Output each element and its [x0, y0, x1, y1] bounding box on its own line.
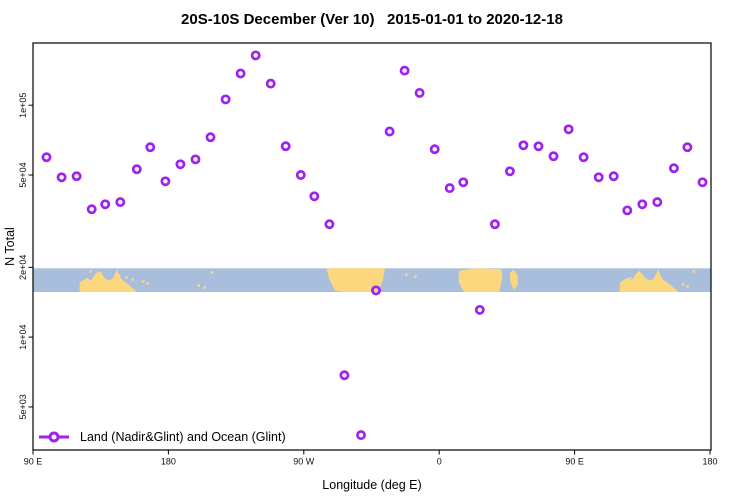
island-speckle	[197, 284, 200, 287]
island-speckle	[629, 277, 632, 280]
data-point	[563, 124, 574, 135]
data-point	[145, 142, 156, 153]
data-point	[235, 68, 246, 79]
land-ocean-band	[33, 268, 711, 292]
island-speckle	[639, 279, 643, 282]
data-point	[637, 199, 648, 210]
data-point	[280, 141, 291, 152]
land-south-america	[326, 268, 385, 292]
island-speckle	[146, 282, 149, 285]
legend: Land (Nadir&Glint) and Ocean (Glint)	[37, 428, 286, 446]
island-speckle	[681, 283, 685, 286]
data-point	[309, 191, 320, 202]
island-speckle	[692, 270, 695, 273]
data-point	[608, 171, 619, 182]
island-speckle	[203, 286, 206, 289]
island-speckle	[141, 280, 145, 283]
y-axis-title: N Total	[3, 227, 17, 266]
data-point	[518, 140, 529, 151]
x-tick-label: 90 E	[24, 457, 43, 467]
island-speckle	[89, 270, 92, 273]
island-speckle	[648, 281, 652, 284]
data-point	[356, 430, 366, 441]
x-tick-label: 90 E	[565, 457, 584, 467]
island-speckle	[125, 276, 128, 279]
data-point	[533, 141, 544, 152]
land-madagascar	[509, 269, 518, 291]
land-australia	[79, 269, 137, 292]
data-point	[115, 197, 126, 208]
data-point	[682, 142, 693, 153]
plot-border	[32, 42, 712, 451]
data-point	[41, 152, 52, 163]
data-point	[504, 166, 515, 177]
y-tick-label: 2e+04	[18, 255, 28, 280]
y-tick-label: 1e+04	[18, 324, 28, 349]
x-tick-label: 90 W	[293, 457, 315, 467]
data-point	[652, 197, 663, 208]
data-point	[324, 219, 335, 230]
data-point	[668, 163, 679, 174]
data-point	[339, 370, 350, 381]
data-point	[86, 204, 97, 215]
data-point	[429, 144, 440, 155]
legend-marker-icon	[39, 431, 69, 443]
data-point	[71, 171, 82, 182]
island-speckle	[131, 278, 134, 281]
data-point	[250, 50, 261, 61]
x-tick-label: 180	[702, 457, 717, 467]
x-axis-title: Longitude (deg E)	[322, 478, 422, 492]
island-speckle	[405, 273, 408, 276]
data-point	[265, 78, 276, 89]
legend-label: Land (Nadir&Glint) and Ocean (Glint)	[80, 430, 286, 444]
x-tick-label: 0	[437, 457, 442, 467]
x-axis: 90 E 180 90 W 0 90 E 180	[24, 450, 718, 467]
y-axis: 1e+05 5e+04 2e+04 1e+04 5e+03	[18, 93, 33, 420]
data-point	[131, 164, 142, 175]
data-point	[622, 205, 633, 216]
data-point	[458, 177, 469, 188]
data-point	[444, 183, 455, 194]
series-land-ocean	[41, 50, 708, 441]
data-point	[160, 176, 171, 187]
island-speckle	[117, 274, 121, 277]
data-point	[489, 219, 500, 230]
y-tick-label: 5e+04	[18, 162, 28, 187]
data-point	[100, 199, 111, 210]
chart-title: 20S-10S December (Ver 10) 2015-01-01 to …	[181, 11, 563, 28]
data-point	[384, 126, 395, 137]
data-point	[220, 94, 231, 105]
data-point	[548, 151, 559, 162]
data-point	[414, 87, 425, 98]
island-speckle	[211, 271, 214, 274]
island-speckle	[686, 285, 689, 288]
land-africa	[458, 268, 503, 292]
island-speckle	[99, 272, 103, 275]
data-point	[578, 152, 589, 163]
island-speckle	[414, 275, 417, 278]
data-point	[56, 172, 67, 183]
data-point	[399, 65, 410, 76]
data-point	[175, 159, 186, 170]
data-point	[371, 285, 381, 296]
data-point	[190, 154, 201, 165]
data-point	[205, 132, 216, 143]
y-tick-label: 1e+05	[18, 93, 28, 118]
data-point	[593, 172, 604, 183]
x-tick-label: 180	[161, 457, 176, 467]
data-point	[295, 170, 306, 180]
y-tick-label: 5e+03	[18, 394, 28, 419]
data-point	[697, 177, 708, 188]
land-australia	[619, 269, 679, 292]
data-point	[474, 304, 485, 315]
